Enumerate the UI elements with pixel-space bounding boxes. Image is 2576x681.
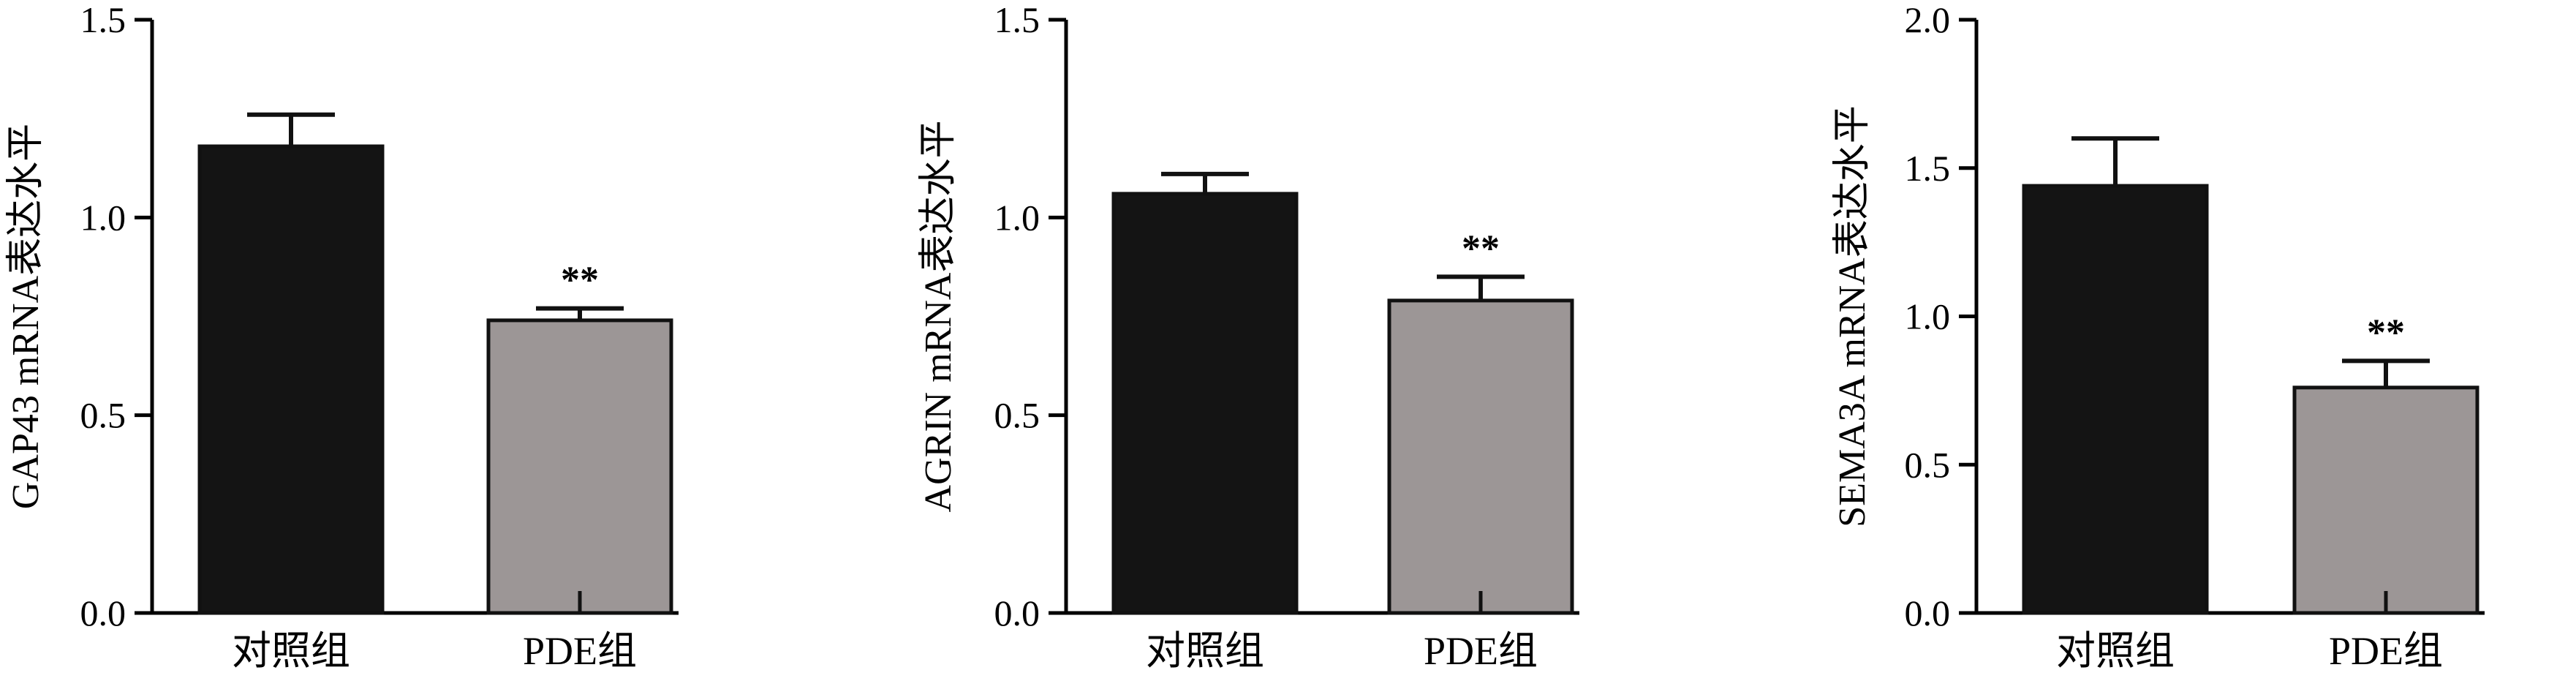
y-tick-label: 1.0 [80, 197, 126, 238]
significance-marker: ** [2367, 312, 2405, 353]
bar-pde [2292, 385, 2479, 615]
bar-pde [1387, 298, 1574, 615]
y-tick-label: 0.5 [1905, 444, 1951, 485]
y-axis-label: GAP43 mRNA表达水平 [5, 124, 47, 509]
y-axis-label: SEMA3A mRNA表达水平 [1832, 105, 1873, 527]
bar-control [197, 144, 385, 615]
y-tick-label: 1.5 [80, 0, 126, 40]
x-category-label: 对照组 [2056, 629, 2175, 673]
x-category-label: PDE组 [2329, 629, 2443, 673]
significance-marker: ** [1462, 227, 1500, 269]
y-tick-label: 1.5 [1905, 148, 1951, 189]
bar-control [2022, 184, 2209, 615]
x-category-label: PDE组 [523, 629, 637, 673]
bar-control [1111, 192, 1299, 615]
bar-pde [486, 318, 673, 615]
x-category-label: PDE组 [1424, 629, 1538, 673]
y-tick-label: 0.0 [80, 592, 126, 633]
y-tick-label: 2.0 [1905, 0, 1951, 40]
y-tick-label: 0.0 [1905, 592, 1951, 633]
significance-marker: ** [561, 260, 599, 301]
y-tick-label: 0.0 [994, 592, 1040, 633]
y-tick-label: 1.0 [994, 197, 1040, 238]
x-category-label: 对照组 [1146, 629, 1264, 673]
y-tick-label: 0.5 [994, 395, 1040, 436]
y-tick-label: 0.5 [80, 395, 126, 436]
y-axis-label: AGRIN mRNA表达水平 [918, 121, 959, 513]
x-category-label: 对照组 [232, 629, 350, 673]
y-tick-label: 1.0 [1905, 296, 1951, 337]
y-tick-label: 1.5 [994, 0, 1040, 40]
